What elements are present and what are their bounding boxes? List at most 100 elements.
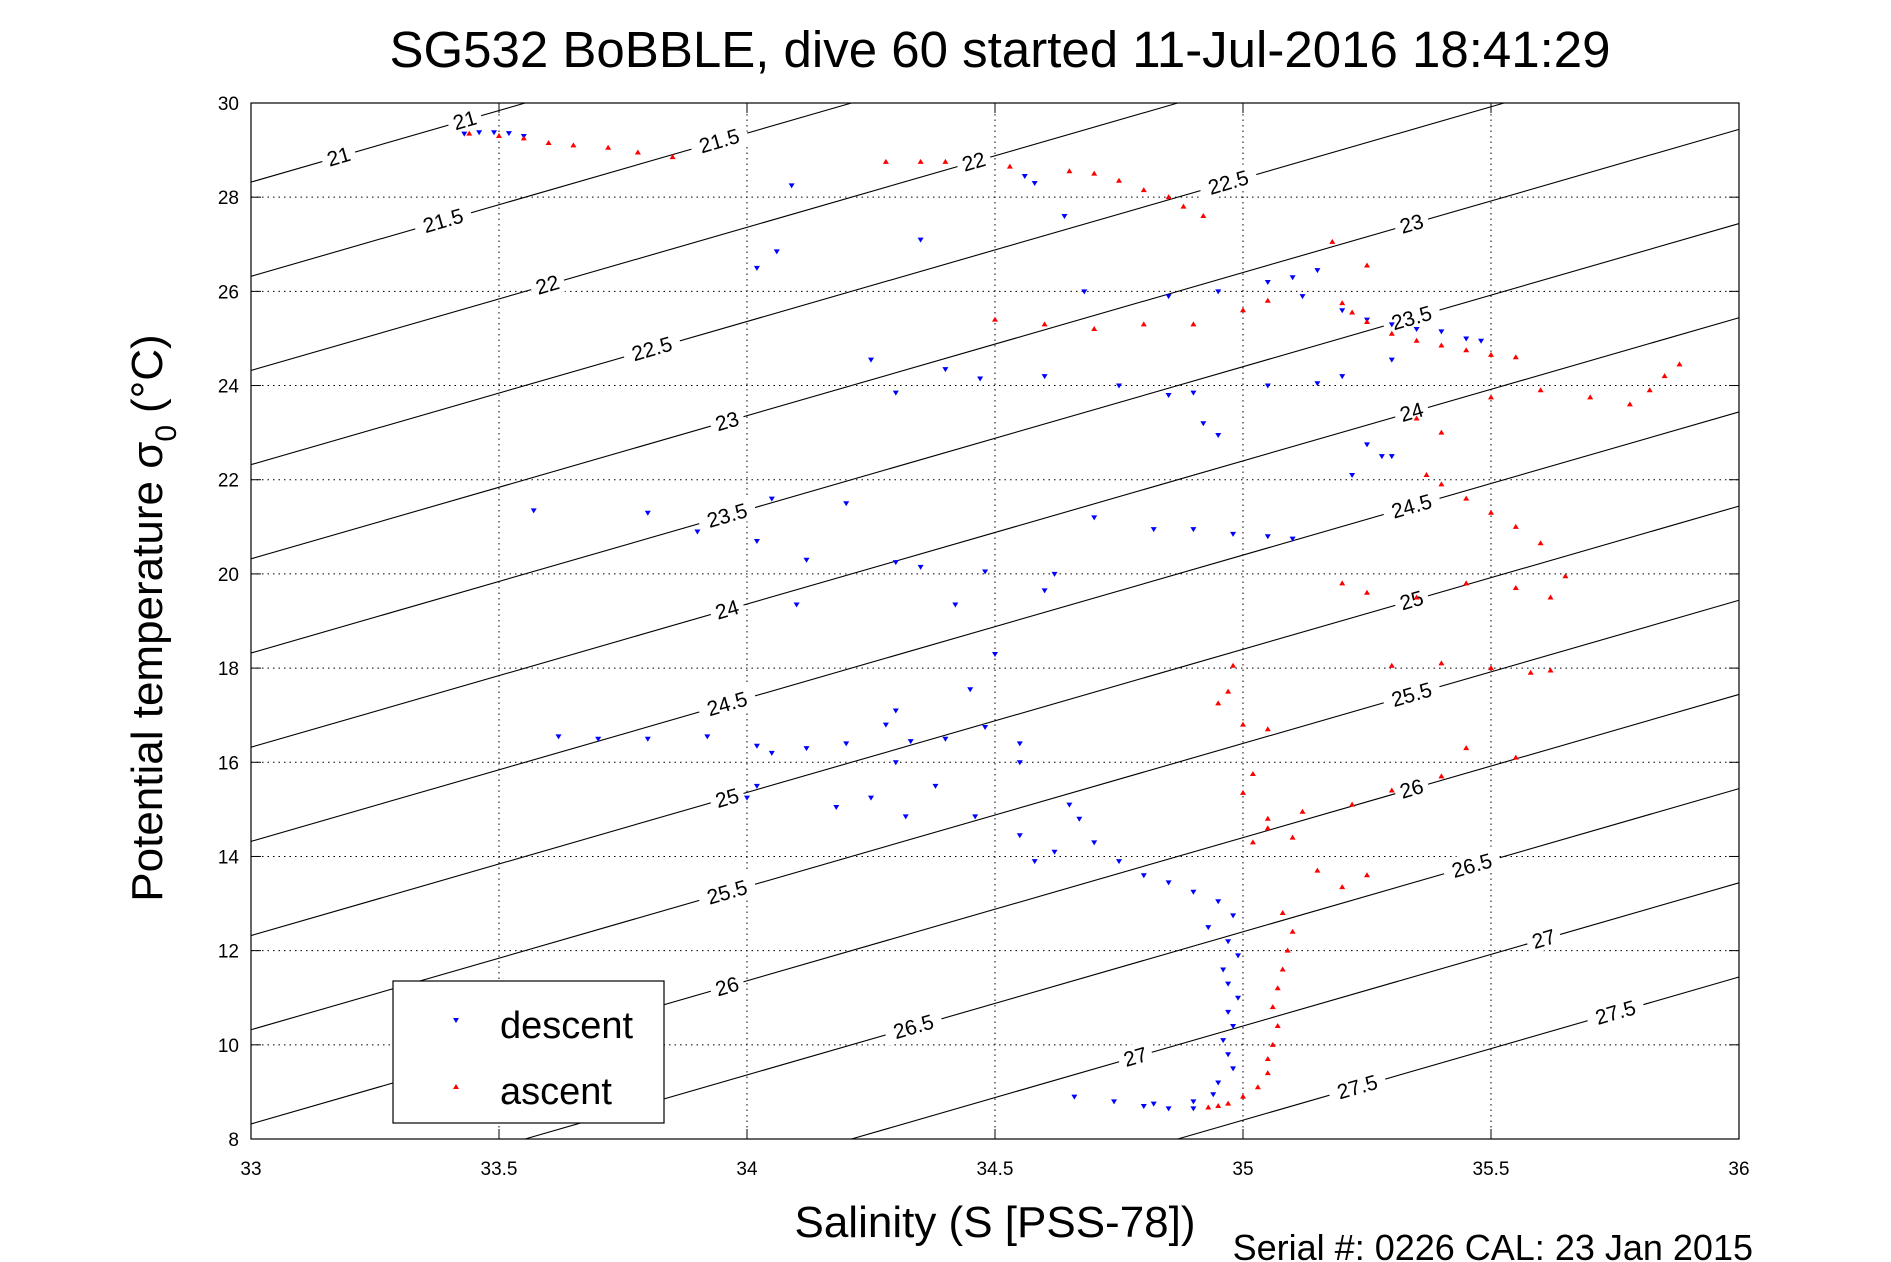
density-contours: 212121.521.5222222.522.5232323.523.52424… xyxy=(250,102,1740,1140)
ascent-point xyxy=(1249,839,1256,845)
descent-point xyxy=(1220,967,1227,973)
isopycnal-label-bg xyxy=(882,1006,945,1046)
ascent-point xyxy=(1299,808,1306,814)
descent-point xyxy=(1061,214,1068,220)
legend-ascent-marker xyxy=(453,1084,459,1089)
isopycnal-label: 27 xyxy=(1115,1039,1155,1073)
x-tick-label: 35 xyxy=(1232,1159,1253,1180)
ascent-point xyxy=(1349,801,1356,807)
ascent-point xyxy=(1676,361,1683,367)
ascent-point xyxy=(1364,589,1370,595)
y-tick-label: 24 xyxy=(218,377,240,398)
plot-area: 212121.521.5222222.522.5232323.523.52424… xyxy=(218,94,1750,1180)
descent-point xyxy=(882,722,889,728)
ascent-point xyxy=(1091,326,1098,332)
descent-point xyxy=(1190,889,1197,895)
descent-point xyxy=(1289,275,1296,281)
ascent-point xyxy=(545,140,552,146)
ascent-point xyxy=(1349,309,1356,315)
isopycnal-label-bg xyxy=(1391,395,1432,428)
descent-point xyxy=(1438,329,1445,335)
descent-point xyxy=(555,734,562,740)
descent-point xyxy=(803,557,810,563)
ascent-point xyxy=(917,158,924,164)
isopycnal-label-bg xyxy=(707,404,747,437)
descent-point xyxy=(952,602,959,608)
ascent-point xyxy=(1215,1103,1222,1109)
ascent-point xyxy=(1562,573,1569,579)
ascent-point xyxy=(1230,662,1237,668)
ascent-point xyxy=(1438,481,1445,487)
descent-point xyxy=(1016,741,1023,747)
x-tick-label: 34.5 xyxy=(977,1159,1014,1180)
ascent-point xyxy=(1205,1104,1212,1110)
isopycnal-label-bg xyxy=(1380,674,1443,714)
isopycnal-line xyxy=(524,788,1740,1140)
descent-point xyxy=(1215,289,1222,295)
isopycnal-label-bg xyxy=(687,120,751,160)
y-tick-label: 28 xyxy=(218,188,239,209)
ascent-point xyxy=(1413,337,1420,343)
descent-point xyxy=(1235,953,1242,959)
ascent-point xyxy=(1314,867,1321,873)
ascent-point xyxy=(1626,401,1633,407)
ascent-point xyxy=(1537,540,1544,546)
descent-point xyxy=(753,538,760,544)
legend-descent-marker xyxy=(453,1018,459,1023)
isopycnal-line xyxy=(250,223,1740,654)
ascent-point xyxy=(1240,307,1246,313)
y-tick-label: 8 xyxy=(228,1130,239,1151)
ascent-point xyxy=(1240,1093,1246,1099)
isopycnal-line xyxy=(250,317,1740,748)
x-axis-label: Salinity (S [PSS-78]) xyxy=(794,1198,1195,1247)
ascent-point xyxy=(1289,928,1296,934)
isopycnal-label-bg xyxy=(620,328,683,368)
descent-point xyxy=(788,183,795,189)
isopycnal-label-bg xyxy=(1196,162,1260,202)
descent-point xyxy=(1388,322,1395,328)
ascent-point xyxy=(1527,669,1534,675)
descent-point xyxy=(942,736,949,742)
ascent-point xyxy=(1512,354,1519,360)
isopycnal-label-bg xyxy=(1523,921,1564,955)
isopycnal-line xyxy=(851,882,1740,1140)
ascent-point xyxy=(1279,966,1286,972)
descent-point xyxy=(1349,473,1356,479)
ascent-point xyxy=(570,142,577,148)
descent-point xyxy=(977,376,984,382)
descent-point xyxy=(694,529,701,535)
isopycnal-label-bg xyxy=(695,495,759,535)
ascent-point xyxy=(1364,872,1370,878)
descent-point xyxy=(1165,880,1172,886)
ascent-point xyxy=(1254,1084,1261,1090)
serial-cal-footer: Serial #: 0226 CAL: 23 Jan 2015 xyxy=(1233,1227,1753,1262)
descent-point xyxy=(1150,1101,1157,1107)
isopycnal-label-bg xyxy=(318,139,359,173)
ascent-point xyxy=(1339,580,1346,586)
ascent-point xyxy=(1364,262,1370,268)
descent-point xyxy=(1066,802,1073,808)
isopycnal-label: 21 xyxy=(318,139,359,173)
isopycnal-label: 27.5 xyxy=(1325,1066,1389,1106)
ascent-point xyxy=(1274,1022,1281,1028)
ascent-point xyxy=(1269,1004,1276,1010)
x-tick-label: 34 xyxy=(736,1159,758,1180)
descent-point xyxy=(753,743,760,749)
descent-point xyxy=(704,734,711,740)
ascent-point xyxy=(1200,213,1207,219)
ascent-point xyxy=(1587,394,1594,400)
ascent-point xyxy=(1264,825,1271,831)
descent-point xyxy=(1051,571,1058,577)
y-tick-label: 16 xyxy=(218,753,239,774)
ascent-point xyxy=(1463,347,1470,353)
isopycnal-line xyxy=(250,102,852,277)
ascent-point xyxy=(1264,815,1271,821)
ascent-point xyxy=(1463,495,1470,501)
ascent-point xyxy=(1264,297,1271,303)
isopycnal-label-bg xyxy=(1380,485,1443,526)
ascent-point xyxy=(466,130,473,136)
isopycnal-label-bg xyxy=(1391,206,1432,240)
ascent-point xyxy=(1488,394,1494,400)
descent-point xyxy=(907,739,914,745)
isopycnal-line xyxy=(250,599,1740,1031)
